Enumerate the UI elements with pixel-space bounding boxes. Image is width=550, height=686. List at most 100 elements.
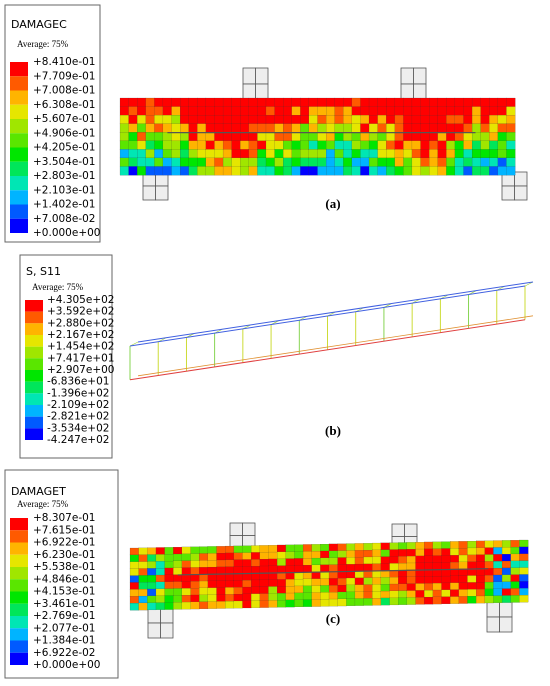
mesh-cell [277, 558, 287, 567]
mesh-cell [214, 106, 224, 116]
mesh-cell [493, 540, 503, 548]
mesh-cell [317, 132, 327, 142]
mesh-cell [343, 149, 353, 159]
top-bar [129, 285, 526, 347]
support [160, 622, 174, 639]
mesh-cell [205, 97, 215, 107]
mesh-cell [368, 106, 378, 116]
mesh-cell [137, 97, 147, 107]
mesh-cell [197, 166, 207, 176]
mesh-cell [302, 544, 313, 552]
mesh-cell [386, 115, 396, 125]
mesh-cell [403, 157, 413, 167]
mesh-cell [119, 140, 129, 150]
mesh-cell [162, 106, 172, 116]
mesh-cell [137, 132, 147, 142]
mesh-cell [386, 123, 396, 133]
mesh-cell [420, 106, 430, 116]
mesh-cell [411, 132, 421, 142]
mesh-cell [119, 132, 129, 142]
mesh-cell [225, 601, 235, 609]
support [404, 523, 418, 537]
mesh-cell [476, 554, 486, 562]
mesh-cell [214, 149, 224, 159]
mesh-cell [501, 554, 512, 562]
color-band [10, 161, 28, 176]
mesh-cell [441, 596, 451, 604]
mesh-cell [463, 115, 473, 125]
mesh-cell [147, 554, 157, 562]
mesh-cell [155, 568, 165, 576]
mesh-cell [519, 539, 529, 548]
mesh-cell [484, 575, 494, 583]
mesh-cell [389, 570, 399, 578]
mesh-cell [308, 106, 318, 116]
mesh-cell [154, 132, 164, 142]
mesh-cell [233, 559, 243, 567]
mesh-cell [205, 166, 215, 176]
support [514, 171, 528, 187]
mesh-cell [320, 592, 330, 600]
mesh-cell [147, 595, 157, 604]
mesh-cell [501, 540, 512, 548]
legend-level: +1.454e+02 [47, 341, 114, 353]
mesh-cell [128, 140, 138, 150]
mesh-cell [294, 544, 304, 552]
mesh-cell [128, 97, 138, 107]
color-band [10, 90, 28, 105]
mesh-cell [164, 574, 174, 583]
mesh-cell [291, 149, 301, 159]
mesh-cell [380, 597, 390, 606]
mesh-cell [162, 97, 172, 107]
mesh-cell [154, 106, 164, 116]
mesh-cell [320, 564, 330, 573]
mesh-cell [320, 550, 330, 559]
mesh-cell [398, 583, 408, 592]
mesh-cell [343, 123, 353, 133]
mesh-cell [450, 562, 460, 570]
mesh-cell [326, 115, 336, 125]
mesh-cell [471, 115, 482, 125]
mesh-cell [480, 115, 490, 125]
mesh-cell [171, 166, 181, 176]
mesh-cell [283, 132, 293, 142]
mesh-cell [188, 106, 198, 116]
mesh-cell [274, 140, 284, 150]
mesh-cell [171, 115, 181, 125]
mesh-cell [242, 600, 252, 609]
mesh-cell [277, 551, 287, 560]
mesh-cell [259, 593, 269, 601]
mesh-cell [181, 601, 191, 610]
mesh-cell [225, 559, 235, 568]
mesh-cell [506, 115, 516, 125]
mesh-cell [432, 548, 442, 556]
mesh-cell [257, 157, 267, 167]
mesh-cell [372, 556, 382, 565]
mesh-cell [480, 132, 490, 142]
mesh-cell [467, 568, 477, 576]
mesh-cell [233, 594, 243, 602]
mesh-cell [411, 97, 421, 107]
mesh-cell [147, 547, 157, 555]
mesh-cell [337, 557, 347, 565]
mesh-cell [162, 123, 172, 133]
mesh-cell [308, 166, 318, 176]
mesh-cell [458, 589, 468, 597]
mesh-cell [441, 548, 451, 556]
mesh-cell [519, 595, 529, 603]
mesh-cell [334, 132, 344, 142]
mesh-cell [190, 588, 200, 596]
mesh-cell [437, 106, 447, 116]
mesh-cell [155, 602, 165, 610]
mesh-cell [386, 149, 396, 159]
mesh-cell [446, 115, 456, 125]
mesh-cell [424, 590, 434, 598]
mesh-cell [450, 568, 460, 577]
mesh-cell [216, 559, 226, 568]
mesh-cell [162, 157, 172, 167]
mesh-cell [155, 554, 165, 562]
mesh-cell [291, 123, 301, 133]
mesh-cell [363, 556, 373, 565]
mesh-cell [458, 561, 468, 570]
mesh-cell [501, 567, 512, 576]
